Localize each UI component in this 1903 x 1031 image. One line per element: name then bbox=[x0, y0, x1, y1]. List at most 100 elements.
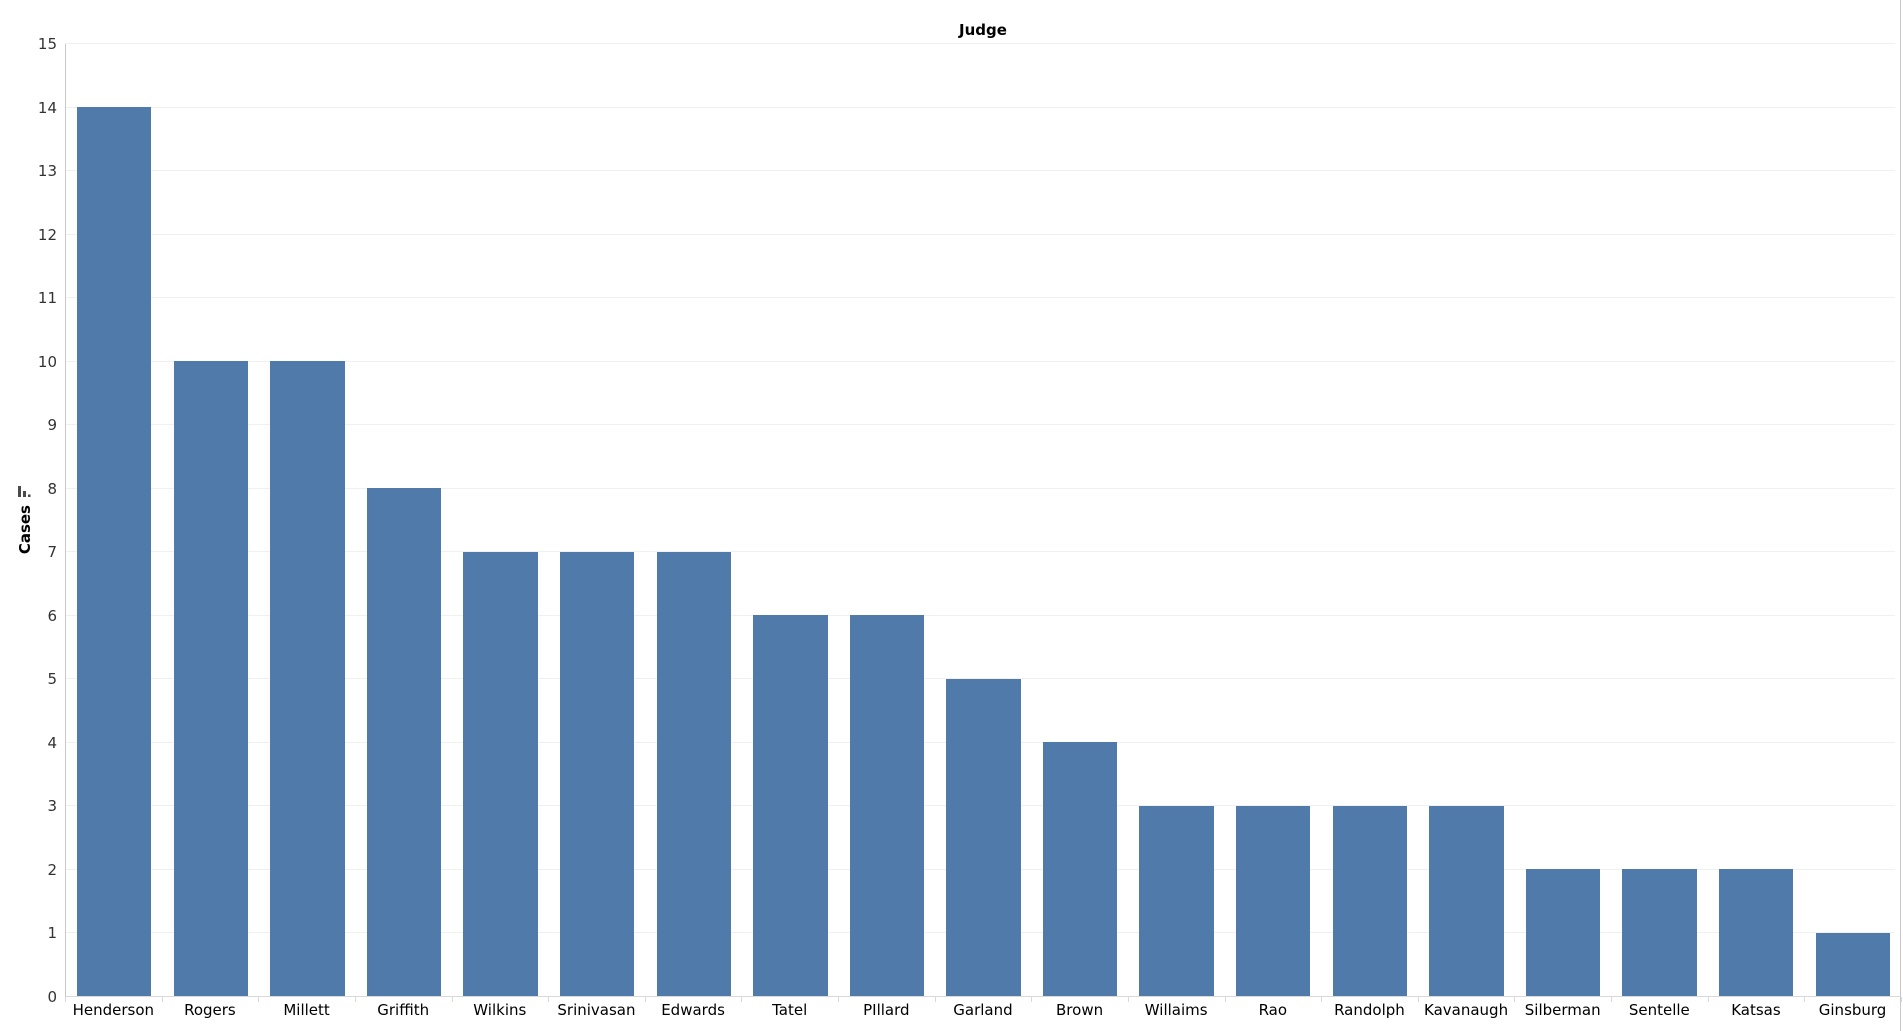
x-tick-label: PIllard bbox=[863, 1001, 910, 1019]
y-tick-label: 0 bbox=[47, 988, 57, 1006]
bar[interactable] bbox=[1622, 869, 1697, 996]
bars-container bbox=[66, 44, 1901, 996]
bar[interactable] bbox=[366, 488, 442, 996]
chart-title: Judge bbox=[959, 21, 1007, 39]
bar-slot bbox=[66, 44, 163, 996]
bar-slot bbox=[1515, 44, 1612, 996]
plot-area bbox=[65, 43, 1901, 997]
bar[interactable] bbox=[1525, 869, 1601, 996]
x-tick-label: Sentelle bbox=[1628, 1001, 1690, 1019]
x-boundary-tick bbox=[354, 997, 356, 1002]
x-boundary-tick bbox=[1611, 997, 1613, 1002]
x-boundary-tick bbox=[161, 997, 163, 1002]
bar[interactable] bbox=[1236, 805, 1311, 996]
bar-slot bbox=[1611, 44, 1708, 996]
bar-slot bbox=[452, 44, 549, 996]
x-tick-label: Edwards bbox=[661, 1001, 725, 1019]
x-tick-label: Rogers bbox=[184, 1001, 236, 1019]
x-boundary-tick bbox=[1127, 997, 1129, 1002]
bar[interactable] bbox=[1429, 805, 1504, 996]
x-tick-label: Griffith bbox=[377, 1001, 430, 1019]
x-axis-ticks bbox=[65, 997, 1902, 1003]
x-tick-label: Willaims bbox=[1144, 1001, 1208, 1019]
x-boundary-tick bbox=[258, 997, 260, 1002]
bar-slot bbox=[1708, 44, 1805, 996]
y-tick-label: 10 bbox=[37, 352, 57, 371]
x-tick-label: Brown bbox=[1056, 1001, 1104, 1019]
y-tick-label: 15 bbox=[37, 35, 57, 53]
bar-slot bbox=[742, 44, 839, 996]
y-tick-label: 14 bbox=[37, 98, 57, 117]
bar[interactable] bbox=[656, 551, 731, 996]
bar-slot bbox=[1128, 44, 1225, 996]
bar[interactable] bbox=[1139, 805, 1214, 996]
x-boundary-tick bbox=[1031, 997, 1033, 1002]
bar[interactable] bbox=[1332, 805, 1407, 996]
x-boundary-tick bbox=[1514, 997, 1516, 1002]
x-tick-label: Kavanaugh bbox=[1424, 1001, 1509, 1019]
x-boundary-tick bbox=[1707, 997, 1709, 1002]
x-boundary-tick bbox=[934, 997, 936, 1002]
y-tick-label: 9 bbox=[47, 416, 57, 435]
bar-slot bbox=[163, 44, 260, 996]
x-boundary-tick bbox=[65, 997, 66, 1002]
x-tick-label: Ginsburg bbox=[1818, 1001, 1887, 1019]
x-boundary-tick bbox=[741, 997, 743, 1002]
x-boundary-tick bbox=[644, 997, 646, 1002]
y-tick-label: 13 bbox=[37, 162, 57, 181]
pane-right-border bbox=[1900, 0, 1901, 1031]
sort-descending-icon[interactable] bbox=[18, 486, 32, 498]
bar-slot bbox=[1804, 44, 1901, 996]
y-tick-label: 1 bbox=[47, 924, 57, 943]
x-boundary-tick bbox=[1417, 997, 1419, 1002]
bar[interactable] bbox=[849, 615, 925, 996]
x-tick-label: Henderson bbox=[72, 1001, 155, 1019]
bar-slot bbox=[356, 44, 453, 996]
x-boundary-tick bbox=[1224, 997, 1226, 1002]
bar[interactable] bbox=[463, 551, 538, 996]
bar-slot bbox=[1032, 44, 1129, 996]
bar[interactable] bbox=[560, 551, 635, 996]
x-boundary-tick bbox=[838, 997, 840, 1002]
bar-slot bbox=[1418, 44, 1515, 996]
bar-slot bbox=[645, 44, 742, 996]
y-tick-label: 11 bbox=[37, 289, 57, 308]
bar[interactable] bbox=[946, 678, 1021, 996]
y-tick-label: 5 bbox=[47, 670, 57, 689]
x-axis-tick-labels: Henderson Rogers Millett Griffith Wilkins Sri… bbox=[65, 1001, 1901, 1019]
bar[interactable] bbox=[1042, 742, 1118, 996]
bar-slot bbox=[1322, 44, 1419, 996]
y-axis-label-group: Cases bbox=[12, 44, 38, 997]
y-tick-label: 4 bbox=[47, 733, 57, 752]
bar[interactable] bbox=[753, 615, 828, 996]
bar-slot bbox=[259, 44, 356, 996]
x-tick-label: Millett bbox=[283, 1001, 330, 1019]
x-tick-label: Wilkins bbox=[473, 1001, 527, 1019]
x-boundary-tick bbox=[1321, 997, 1323, 1002]
x-boundary-tick bbox=[451, 997, 453, 1002]
y-tick-label: 2 bbox=[47, 860, 57, 879]
y-tick-label: 7 bbox=[47, 543, 57, 562]
bar[interactable] bbox=[173, 361, 249, 996]
y-tick-label: 8 bbox=[47, 479, 57, 498]
bar[interactable] bbox=[77, 107, 152, 996]
bar-slot bbox=[549, 44, 646, 996]
x-tick-label: Garland bbox=[953, 1001, 1013, 1019]
bar[interactable] bbox=[270, 361, 345, 996]
x-boundary-tick bbox=[548, 997, 550, 1002]
y-tick-label: 6 bbox=[47, 606, 57, 625]
x-tick-label: Tatel bbox=[772, 1001, 808, 1019]
y-tick-label: 3 bbox=[47, 797, 57, 816]
x-boundary-tick bbox=[1901, 997, 1902, 1002]
x-tick-label: Srinivasan bbox=[557, 1001, 636, 1019]
x-tick-label: Rao bbox=[1258, 1001, 1288, 1019]
x-tick-label: Randolph bbox=[1334, 1001, 1405, 1019]
bar[interactable] bbox=[1815, 932, 1890, 996]
bar[interactable] bbox=[1718, 869, 1794, 996]
bar-slot bbox=[935, 44, 1032, 996]
bar-slot bbox=[1225, 44, 1322, 996]
y-tick-label: 12 bbox=[37, 225, 57, 244]
bar-slot bbox=[839, 44, 936, 996]
x-boundary-tick bbox=[1804, 997, 1806, 1002]
x-tick-label: Silberman bbox=[1524, 1001, 1601, 1019]
